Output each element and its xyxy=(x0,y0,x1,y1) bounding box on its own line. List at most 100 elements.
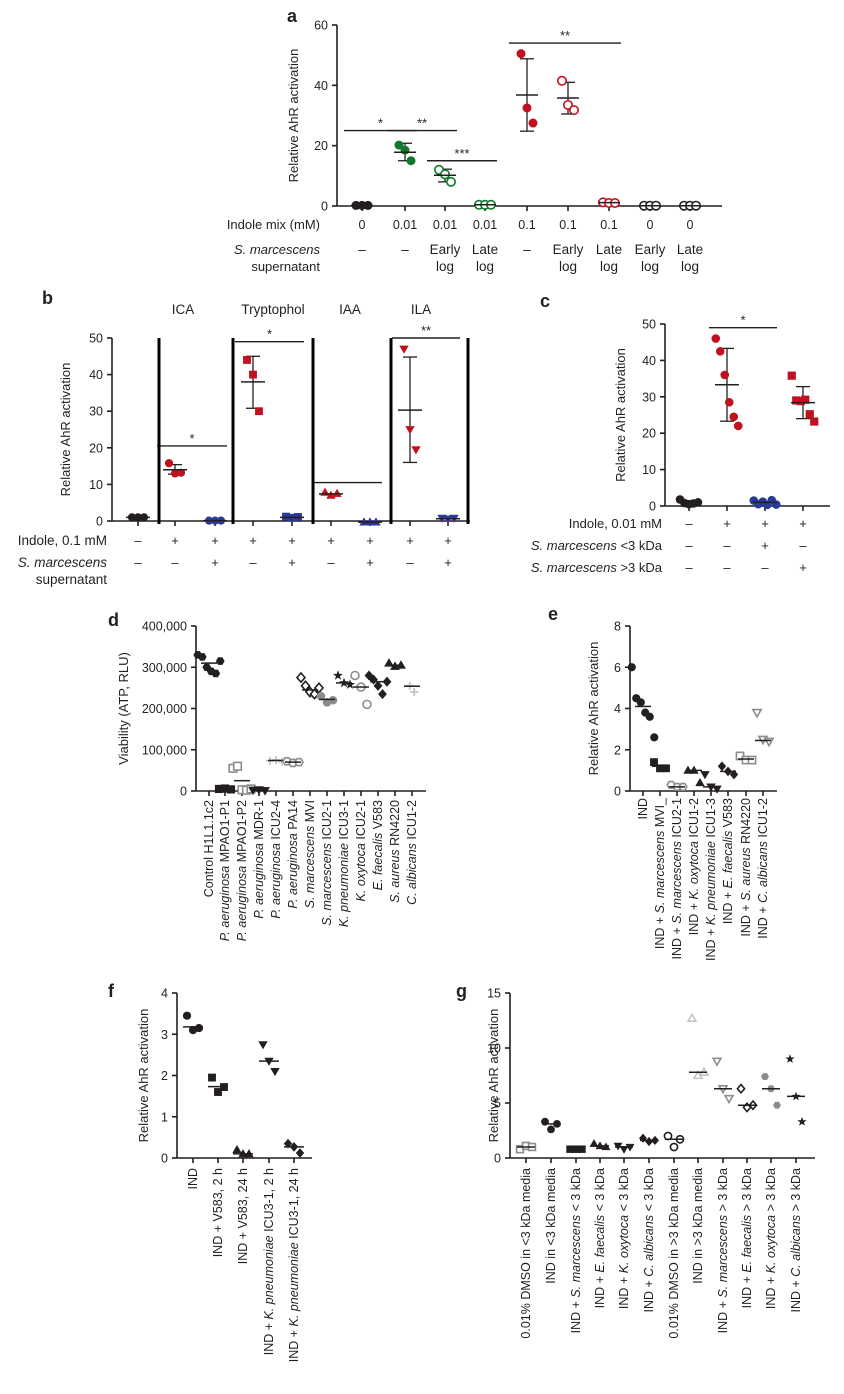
y-tick-label: 0 xyxy=(614,785,621,799)
group-2 xyxy=(566,1145,586,1153)
label-part: MPAO1-P2 xyxy=(235,800,249,866)
indole-value: 0.01 xyxy=(473,218,497,232)
data-point xyxy=(568,105,579,116)
species-name: E. faecalis xyxy=(740,1215,754,1273)
group-6 xyxy=(597,197,620,208)
data-point xyxy=(797,1116,807,1126)
group-2 xyxy=(232,1144,254,1158)
data-point xyxy=(662,764,670,773)
label-part: > 3 kDa xyxy=(789,1168,803,1215)
section-title: Tryptophol xyxy=(241,302,304,317)
data-point xyxy=(711,1057,723,1067)
data-point xyxy=(270,1068,280,1077)
species-name: S. aureus xyxy=(739,847,753,901)
category-label: IND + V583, 2 h xyxy=(211,1168,225,1257)
row-label-0: Indole, 0.01 mM xyxy=(569,516,662,531)
supernatant-value: Early xyxy=(430,242,461,257)
category-label: IND + K. oxytoca < 3 kDa xyxy=(617,1168,631,1309)
label-part: ICU2-1 xyxy=(320,800,334,843)
section-title: ICA xyxy=(172,302,195,317)
data-point xyxy=(761,1073,769,1081)
supernatant-value: – xyxy=(406,555,414,570)
label-part: IND + xyxy=(764,1273,778,1309)
species-name: K. pneumoniae xyxy=(287,1242,301,1326)
category-label: IND + K. pneumoniae ICU1-3 xyxy=(704,798,718,961)
species-name: S. aureus xyxy=(388,849,402,903)
category-label: K. pneumoniae ICU3-1 xyxy=(337,800,351,927)
species-name: S. marcescens xyxy=(569,1215,583,1298)
row-value: – xyxy=(799,538,807,553)
data-point xyxy=(362,699,372,710)
label-part: ICU1-2 xyxy=(687,798,701,841)
group-4 xyxy=(700,771,722,794)
row-value: + xyxy=(799,560,807,575)
y-tick-label: 20 xyxy=(642,427,656,441)
label-part: IND + xyxy=(287,1326,301,1362)
category-label: IND + S. marcescens > 3 kDa xyxy=(716,1168,730,1333)
species-name: P. aeruginosa xyxy=(252,843,266,919)
label-part: IND + xyxy=(262,1319,276,1355)
category-label: IND + K. oxytoca > 3 kDa xyxy=(764,1168,778,1309)
data-point xyxy=(208,1073,216,1082)
significance-label: ** xyxy=(417,116,427,131)
data-point xyxy=(410,688,419,696)
data-point xyxy=(350,670,360,681)
supernatant-value: Early xyxy=(553,242,584,257)
group-1 xyxy=(711,334,743,431)
group-1 xyxy=(163,459,187,478)
label-part: ICU2-1 xyxy=(354,800,368,843)
indole-value: 0.1 xyxy=(559,218,576,232)
y-axis-title: Viability (ATP, RLU) xyxy=(116,652,131,765)
data-point xyxy=(636,698,645,707)
species-name: K. oxytoca xyxy=(687,841,701,899)
label-part: IND + xyxy=(739,901,753,937)
panel-letter: f xyxy=(108,981,115,1001)
group-4 xyxy=(516,49,538,132)
supernatant-value: Late xyxy=(472,242,498,257)
data-point xyxy=(378,689,387,700)
data-point xyxy=(715,346,725,356)
data-point xyxy=(522,103,532,113)
data-point xyxy=(332,670,344,680)
label-part: V583 xyxy=(721,798,735,831)
y-tick-label: 0 xyxy=(161,1152,168,1166)
y-tick-label: 10 xyxy=(642,463,656,477)
category-label: IND xyxy=(636,798,650,820)
data-point xyxy=(747,755,757,765)
indole-value: 0 xyxy=(647,218,654,232)
data-point xyxy=(663,1131,673,1141)
data-point xyxy=(445,176,456,187)
supernatant-value: – xyxy=(171,555,179,570)
label-part: MVI xyxy=(303,800,317,826)
label-part: IND + xyxy=(789,1277,803,1313)
group-8 xyxy=(711,1057,735,1105)
species-name: E. faecalis xyxy=(371,833,385,891)
supernatant-value: – xyxy=(401,242,409,257)
supernatant-value: log xyxy=(600,259,618,274)
species-name: P. aeruginosa xyxy=(269,843,283,919)
category-label: Control H1L1.1c2 xyxy=(202,800,216,897)
data-point xyxy=(411,446,421,455)
label-part: > 3 kDa xyxy=(740,1168,754,1215)
data-point xyxy=(805,410,814,419)
label-part: >3 kDa xyxy=(617,560,663,575)
data-point xyxy=(309,688,320,700)
supernatant-value: log xyxy=(681,259,699,274)
category-label: IND + K. pneumoniae ICU3-1, 2 h xyxy=(262,1168,276,1355)
group-1 xyxy=(208,1073,228,1096)
species-name: S. marcescens xyxy=(531,560,617,575)
group-4 xyxy=(283,1138,305,1158)
significance-label: * xyxy=(378,116,383,131)
label-part: ICU2-4 xyxy=(269,800,283,843)
y-tick-label: 5 xyxy=(494,1097,501,1111)
row-label-2: S. marcescens >3 kDa xyxy=(531,560,663,575)
panel-letter: c xyxy=(540,291,550,311)
row-label-supernatant: S. marcescens xyxy=(234,242,320,257)
data-point xyxy=(182,1011,192,1020)
group-3 xyxy=(589,1139,611,1151)
category-label: IND + S. marcescens ICU2-1 xyxy=(670,798,684,960)
species-name: K. oxytoca xyxy=(764,1215,778,1273)
label-part: PA14 xyxy=(286,800,300,833)
row-label-supernatant-2: supernatant xyxy=(251,259,320,274)
